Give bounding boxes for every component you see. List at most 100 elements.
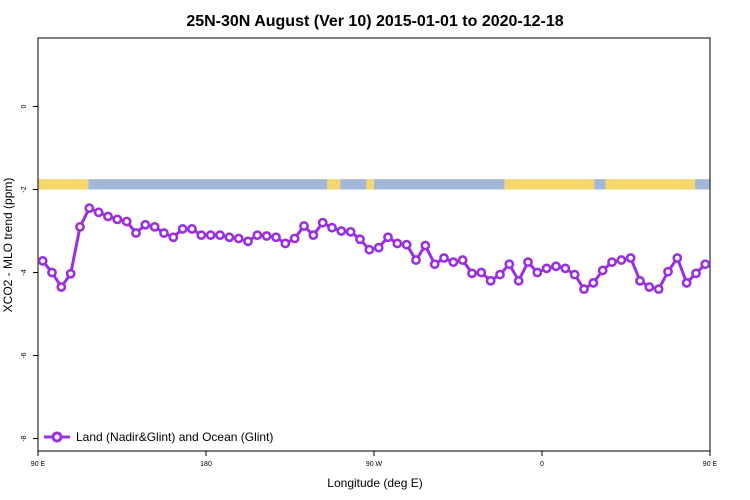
data-point bbox=[373, 242, 384, 253]
band-segment-ocean bbox=[695, 179, 710, 190]
data-point bbox=[93, 207, 104, 218]
data-point bbox=[187, 224, 197, 234]
y-tick-label: 0 bbox=[21, 104, 28, 108]
data-point bbox=[597, 265, 608, 276]
data-point bbox=[345, 226, 356, 237]
data-point bbox=[47, 267, 57, 278]
series-layer bbox=[37, 203, 711, 295]
data-point bbox=[644, 282, 655, 292]
data-point bbox=[532, 267, 543, 278]
data-point bbox=[168, 232, 179, 243]
x-tick-label: 90 E bbox=[703, 461, 718, 468]
data-point bbox=[448, 257, 459, 268]
band-segment-land bbox=[327, 179, 341, 190]
data-point bbox=[485, 275, 496, 286]
data-point bbox=[327, 222, 337, 233]
data-point bbox=[681, 277, 692, 288]
data-point bbox=[476, 267, 487, 278]
data-point bbox=[317, 217, 328, 228]
data-point bbox=[121, 216, 132, 227]
data-point bbox=[84, 203, 95, 214]
x-axis: 90 E 180 90 W 0 90 E bbox=[31, 451, 718, 468]
band-segment-ocean bbox=[594, 179, 606, 190]
data-point bbox=[439, 253, 449, 263]
data-point bbox=[252, 230, 263, 241]
data-point bbox=[177, 224, 188, 234]
data-point bbox=[261, 231, 272, 241]
y-tick-label: -2 bbox=[21, 186, 28, 192]
legend-label: Land (Nadir&Glint) and Ocean (Glint) bbox=[76, 430, 273, 444]
data-point bbox=[588, 277, 599, 288]
data-point bbox=[700, 259, 711, 270]
x-tick-label: 180 bbox=[200, 461, 212, 468]
legend: Land (Nadir&Glint) and Ocean (Glint) bbox=[44, 430, 273, 444]
data-point bbox=[224, 232, 235, 243]
x-tick-label: 90 E bbox=[31, 461, 46, 468]
data-point bbox=[495, 269, 505, 280]
data-point bbox=[467, 268, 477, 279]
data-point bbox=[691, 268, 701, 279]
data-point bbox=[355, 234, 365, 245]
y-tick-label: -4 bbox=[21, 269, 28, 275]
data-point bbox=[457, 255, 468, 265]
data-point bbox=[569, 269, 580, 280]
data-point bbox=[308, 230, 319, 241]
y-axis: 0 -2 -4 -6 -8 bbox=[21, 104, 38, 442]
data-point bbox=[112, 214, 123, 225]
data-point bbox=[513, 275, 524, 286]
band-segment-ocean bbox=[340, 179, 367, 190]
data-point bbox=[243, 236, 253, 247]
data-point bbox=[271, 232, 281, 243]
data-point bbox=[401, 239, 412, 250]
data-point bbox=[392, 238, 403, 249]
band-segment-land bbox=[504, 179, 595, 190]
data-point bbox=[56, 282, 67, 292]
x-axis-label: Longitude (deg E) bbox=[327, 476, 422, 490]
y-tick-label: -8 bbox=[21, 435, 28, 441]
chart-title: 25N-30N August (Ver 10) 2015-01-01 to 20… bbox=[186, 13, 563, 30]
data-point bbox=[233, 233, 244, 244]
data-point bbox=[65, 268, 76, 279]
data-point bbox=[635, 275, 645, 286]
data-point bbox=[411, 255, 421, 265]
data-point bbox=[215, 230, 225, 241]
data-point bbox=[560, 263, 571, 274]
data-point bbox=[299, 221, 309, 231]
data-point bbox=[625, 253, 636, 263]
data-point bbox=[149, 221, 160, 232]
data-point bbox=[159, 228, 169, 238]
data-point bbox=[75, 221, 85, 232]
band-segment-ocean bbox=[88, 179, 328, 190]
data-point bbox=[672, 253, 683, 263]
band-segment-land bbox=[366, 179, 374, 190]
data-point bbox=[140, 219, 151, 230]
data-point bbox=[280, 238, 291, 249]
band-segment-land bbox=[605, 179, 696, 190]
data-point bbox=[579, 284, 589, 295]
data-point bbox=[420, 240, 431, 251]
data-point bbox=[103, 211, 113, 222]
band-segment-ocean bbox=[374, 179, 505, 190]
data-point bbox=[429, 259, 440, 270]
data-point bbox=[196, 230, 207, 241]
land-ocean-band bbox=[38, 179, 710, 190]
y-axis-label: XCO2 - MLO trend (ppm) bbox=[1, 178, 15, 313]
band-segment-land bbox=[38, 179, 89, 190]
data-point bbox=[607, 257, 617, 268]
data-point bbox=[616, 255, 627, 265]
data-point bbox=[663, 266, 673, 277]
x-tick-label: 0 bbox=[540, 461, 544, 468]
data-point bbox=[504, 259, 515, 270]
data-point bbox=[205, 230, 216, 241]
data-point bbox=[653, 284, 664, 295]
data-point bbox=[289, 233, 300, 244]
data-point bbox=[336, 226, 347, 236]
data-point bbox=[37, 255, 48, 266]
data-point bbox=[523, 257, 533, 268]
legend-marker bbox=[51, 431, 63, 443]
data-point bbox=[551, 261, 561, 272]
data-point bbox=[131, 228, 141, 238]
plot-frame bbox=[37, 37, 711, 452]
y-tick-label: -6 bbox=[21, 352, 28, 358]
